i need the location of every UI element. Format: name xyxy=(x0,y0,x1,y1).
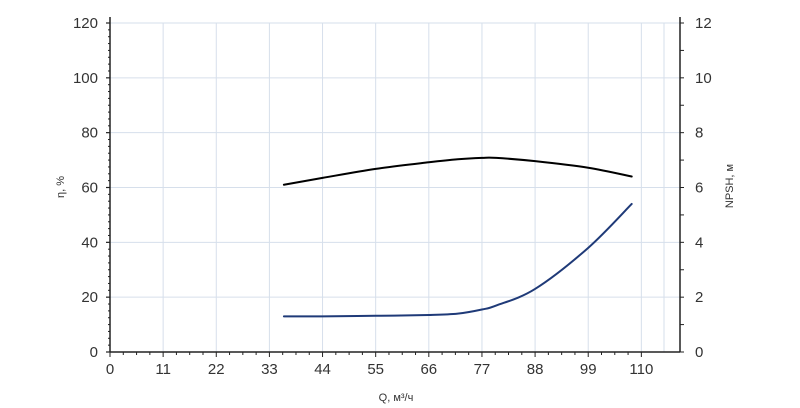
x-tick-label: 66 xyxy=(420,361,437,378)
y-left-axis-label: η, % xyxy=(55,176,67,198)
y-left-tick-label: 60 xyxy=(81,180,98,197)
data-series xyxy=(282,156,633,318)
x-tick-label: 33 xyxy=(261,361,278,378)
y-right-tick-label: 0 xyxy=(695,344,703,361)
y-left-tick-label: 80 xyxy=(81,125,98,142)
grid-lines xyxy=(110,22,680,352)
x-tick-label: 110 xyxy=(629,361,653,378)
npsh-series-line xyxy=(282,202,633,318)
y-left-tick-label: 120 xyxy=(73,15,98,32)
y-right-tick-label: 12 xyxy=(695,15,712,32)
x-tick-label: 11 xyxy=(155,361,171,378)
axes xyxy=(106,17,684,357)
y-right-axis-label: NPSH, м xyxy=(724,164,736,208)
y-right-tick-label: 8 xyxy=(695,125,703,142)
x-tick-label: 77 xyxy=(474,361,491,378)
x-axis-label: Q, м³/ч xyxy=(379,392,414,404)
x-tick-label: 44 xyxy=(314,361,331,378)
y-left-tick-label: 100 xyxy=(73,70,98,87)
x-tick-label: 0 xyxy=(106,361,114,378)
efficiency-series-line xyxy=(282,156,633,186)
y-right-tick-label: 4 xyxy=(695,234,703,251)
tick-labels: 0 11 22 33 44 55 66 77 88 99 110 0 20 40 60 80 100 120 0 2 4… xyxy=(73,15,712,378)
x-tick-label: 55 xyxy=(367,361,384,378)
y-right-tick-label: 10 xyxy=(695,70,712,87)
y-left-tick-label: 40 xyxy=(81,234,98,251)
y-left-tick-label: 0 xyxy=(90,344,98,361)
x-tick-label: 99 xyxy=(580,361,597,378)
x-tick-label: 22 xyxy=(208,361,225,378)
y-right-tick-label: 2 xyxy=(695,289,703,306)
y-left-tick-label: 20 xyxy=(81,289,98,306)
x-tick-label: 88 xyxy=(527,361,544,378)
y-right-tick-label: 6 xyxy=(695,180,703,197)
